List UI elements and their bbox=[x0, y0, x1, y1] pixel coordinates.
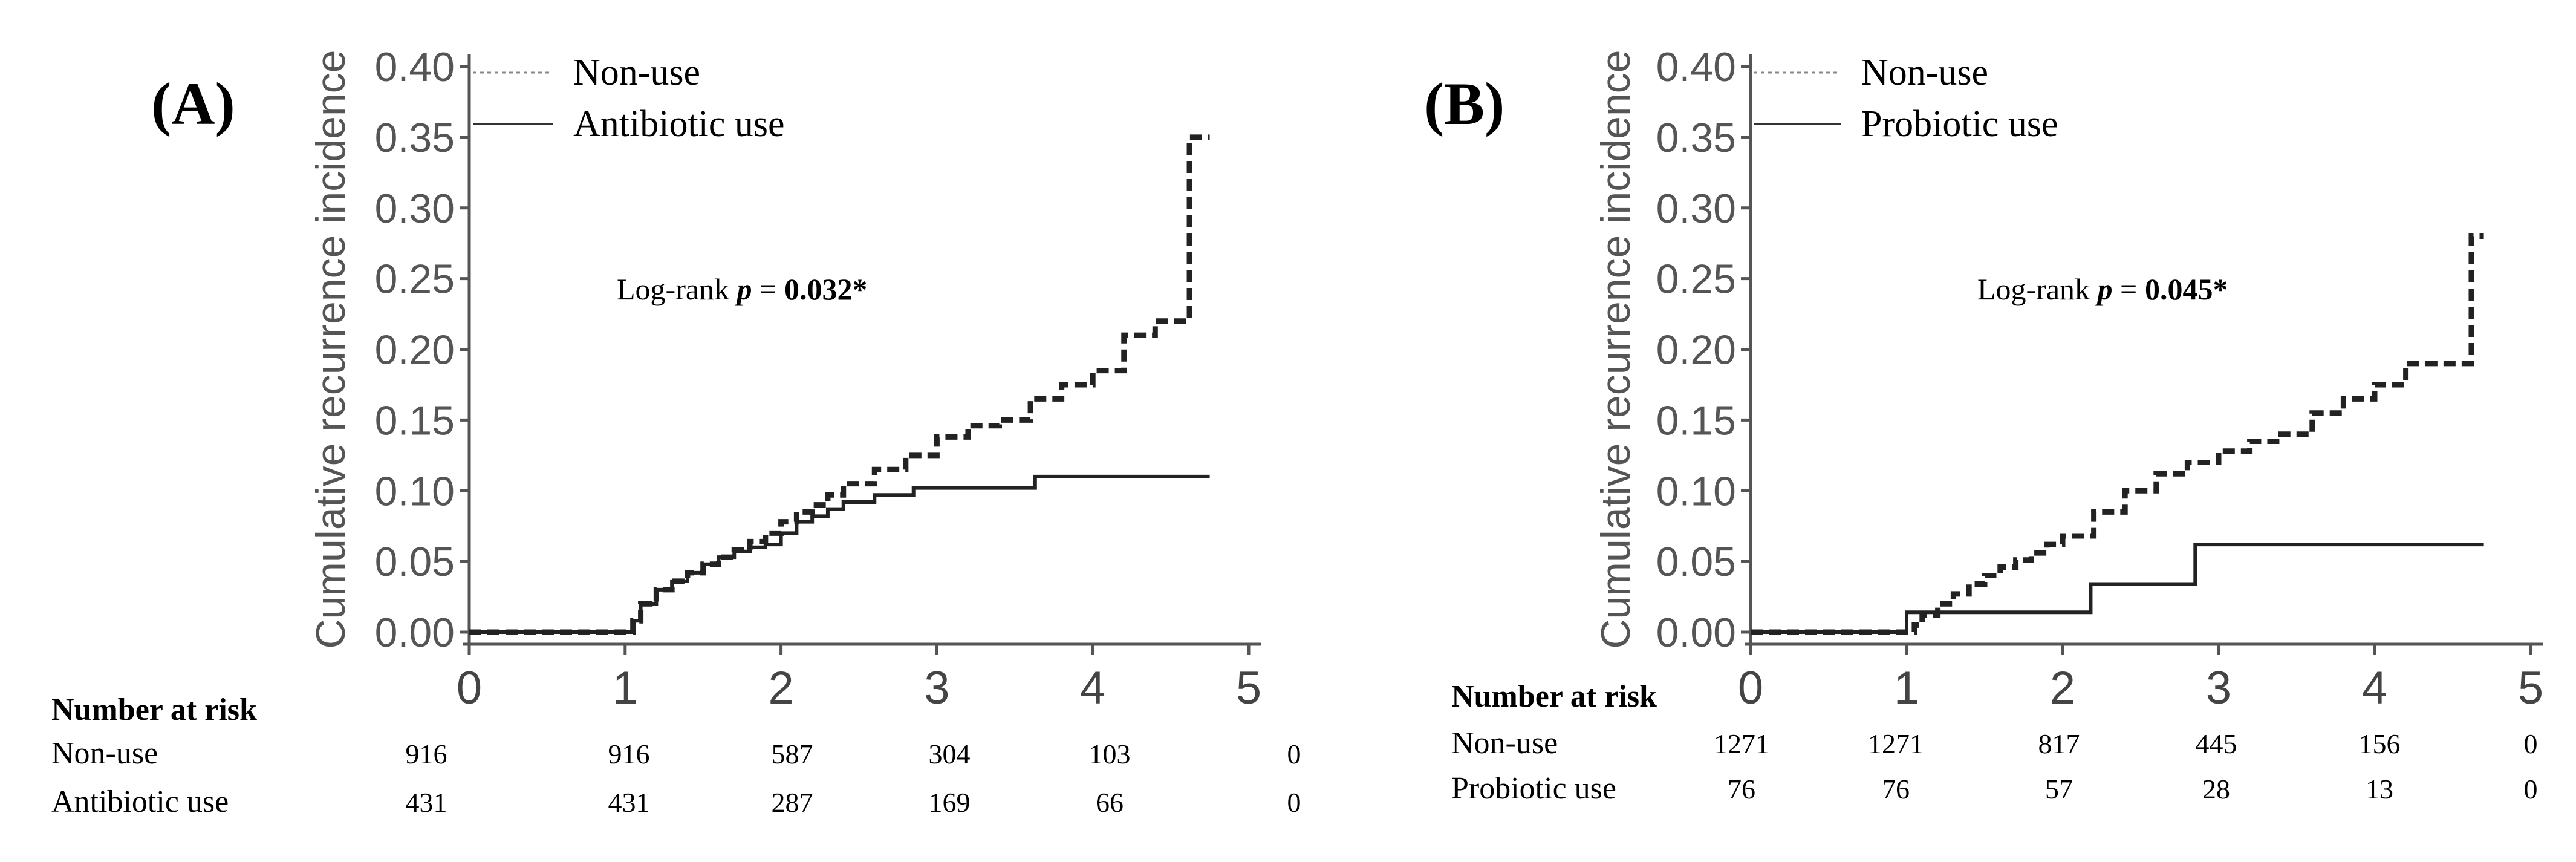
x-tick-label: 2 bbox=[768, 662, 793, 714]
risk-count-cell: 0 bbox=[2524, 728, 2538, 759]
x-tick-label: 5 bbox=[2518, 662, 2543, 714]
y-tick-label: 0.15 bbox=[375, 397, 455, 443]
legend-label: Antibiotic use bbox=[573, 103, 785, 145]
log-rank-annotation: Log-rank p = 0.045* bbox=[1977, 272, 2228, 306]
risk-count-cell: 103 bbox=[1089, 739, 1131, 769]
legend-label: Non-use bbox=[573, 52, 700, 93]
risk-count-cell: 916 bbox=[406, 739, 447, 769]
x-tick-label: 0 bbox=[1738, 662, 1763, 714]
annotation-prefix: Log-rank bbox=[1977, 272, 2098, 306]
risk-row-label: Probiotic use bbox=[1451, 771, 1616, 806]
risk-count-cell: 445 bbox=[2196, 728, 2237, 759]
panel-label: (B) bbox=[1424, 70, 1504, 137]
x-tick-label: 1 bbox=[613, 662, 638, 714]
risk-count-cell: 304 bbox=[929, 739, 971, 769]
risk-count-cell: 169 bbox=[929, 787, 971, 818]
risk-count-cell: 0 bbox=[1287, 739, 1301, 769]
x-tick-label: 5 bbox=[1236, 662, 1261, 714]
annotation-p: p bbox=[2095, 272, 2113, 306]
log-rank-annotation: Log-rank p = 0.032* bbox=[617, 272, 868, 306]
y-tick-label: 0.10 bbox=[1656, 468, 1736, 514]
legend-label: Probiotic use bbox=[1861, 103, 2058, 145]
y-tick-label: 0.30 bbox=[375, 186, 455, 232]
y-tick-label: 0.00 bbox=[375, 610, 455, 656]
risk-count-cell: 587 bbox=[772, 739, 813, 769]
risk-count-cell: 916 bbox=[608, 739, 650, 769]
risk-count-cell: 76 bbox=[1728, 774, 1755, 805]
annotation-value: 0.045* bbox=[2145, 272, 2228, 306]
y-tick-label: 0.10 bbox=[375, 468, 455, 514]
y-tick-label: 0.40 bbox=[375, 44, 455, 90]
risk-count-cell: 76 bbox=[1882, 774, 1910, 805]
annotation-eq: = bbox=[2113, 272, 2145, 306]
risk-count-cell: 817 bbox=[2038, 728, 2080, 759]
risk-table-title: Number at risk bbox=[51, 693, 257, 727]
y-tick-label: 0.25 bbox=[375, 256, 455, 302]
risk-count-cell: 57 bbox=[2045, 774, 2073, 805]
y-tick-label: 0.25 bbox=[1656, 256, 1736, 302]
x-tick-label: 4 bbox=[2362, 662, 2387, 714]
x-tick-label: 2 bbox=[2050, 662, 2075, 714]
y-tick-label: 0.05 bbox=[1656, 539, 1736, 585]
x-tick-label: 0 bbox=[457, 662, 482, 714]
risk-row-label: Antibiotic use bbox=[51, 785, 229, 819]
annotation-prefix: Log-rank bbox=[617, 272, 737, 306]
risk-count-cell: 431 bbox=[406, 787, 447, 818]
y-axis-title: Cumulative recurrence incidence bbox=[308, 50, 354, 648]
risk-count-cell: 431 bbox=[608, 787, 650, 818]
risk-count-cell: 0 bbox=[1287, 787, 1301, 818]
annotation-eq: = bbox=[752, 272, 785, 306]
risk-row-label: Non-use bbox=[51, 736, 158, 771]
y-axis-title: Cumulative recurrence incidence bbox=[1593, 50, 1639, 648]
y-tick-label: 0.30 bbox=[1656, 186, 1736, 232]
y-tick-label: 0.20 bbox=[1656, 327, 1736, 373]
legend-label: Non-use bbox=[1861, 52, 1988, 93]
series-line-probiotic-use bbox=[1751, 543, 2484, 634]
series-line-antibiotic-use bbox=[469, 474, 1210, 634]
y-tick-label: 0.35 bbox=[375, 115, 455, 161]
panel-label: (A) bbox=[151, 70, 235, 137]
risk-table-title: Number at risk bbox=[1451, 679, 1657, 714]
y-tick-label: 0.00 bbox=[1656, 610, 1736, 656]
annotation-p: p bbox=[735, 272, 752, 306]
y-tick-label: 0.05 bbox=[375, 539, 455, 585]
x-tick-label: 4 bbox=[1080, 662, 1105, 714]
risk-count-cell: 156 bbox=[2359, 728, 2401, 759]
series-line-non-use bbox=[1751, 233, 2484, 635]
annotation-value: 0.032* bbox=[784, 272, 868, 306]
risk-count-cell: 287 bbox=[772, 787, 813, 818]
risk-count-cell: 1271 bbox=[1868, 728, 1924, 759]
y-tick-label: 0.20 bbox=[375, 327, 455, 373]
x-tick-label: 3 bbox=[2206, 662, 2231, 714]
risk-count-cell: 13 bbox=[2366, 774, 2393, 805]
x-tick-label: 1 bbox=[1894, 662, 1919, 714]
risk-count-cell: 66 bbox=[1096, 787, 1124, 818]
risk-count-cell: 28 bbox=[2202, 774, 2230, 805]
risk-count-cell: 0 bbox=[2524, 774, 2538, 805]
series-line-non-use bbox=[469, 134, 1210, 635]
risk-count-cell: 1271 bbox=[1714, 728, 1769, 759]
y-tick-label: 0.35 bbox=[1656, 115, 1736, 161]
risk-row-label: Non-use bbox=[1451, 726, 1558, 760]
y-tick-label: 0.15 bbox=[1656, 397, 1736, 443]
x-tick-label: 3 bbox=[924, 662, 949, 714]
y-tick-label: 0.40 bbox=[1656, 44, 1736, 90]
